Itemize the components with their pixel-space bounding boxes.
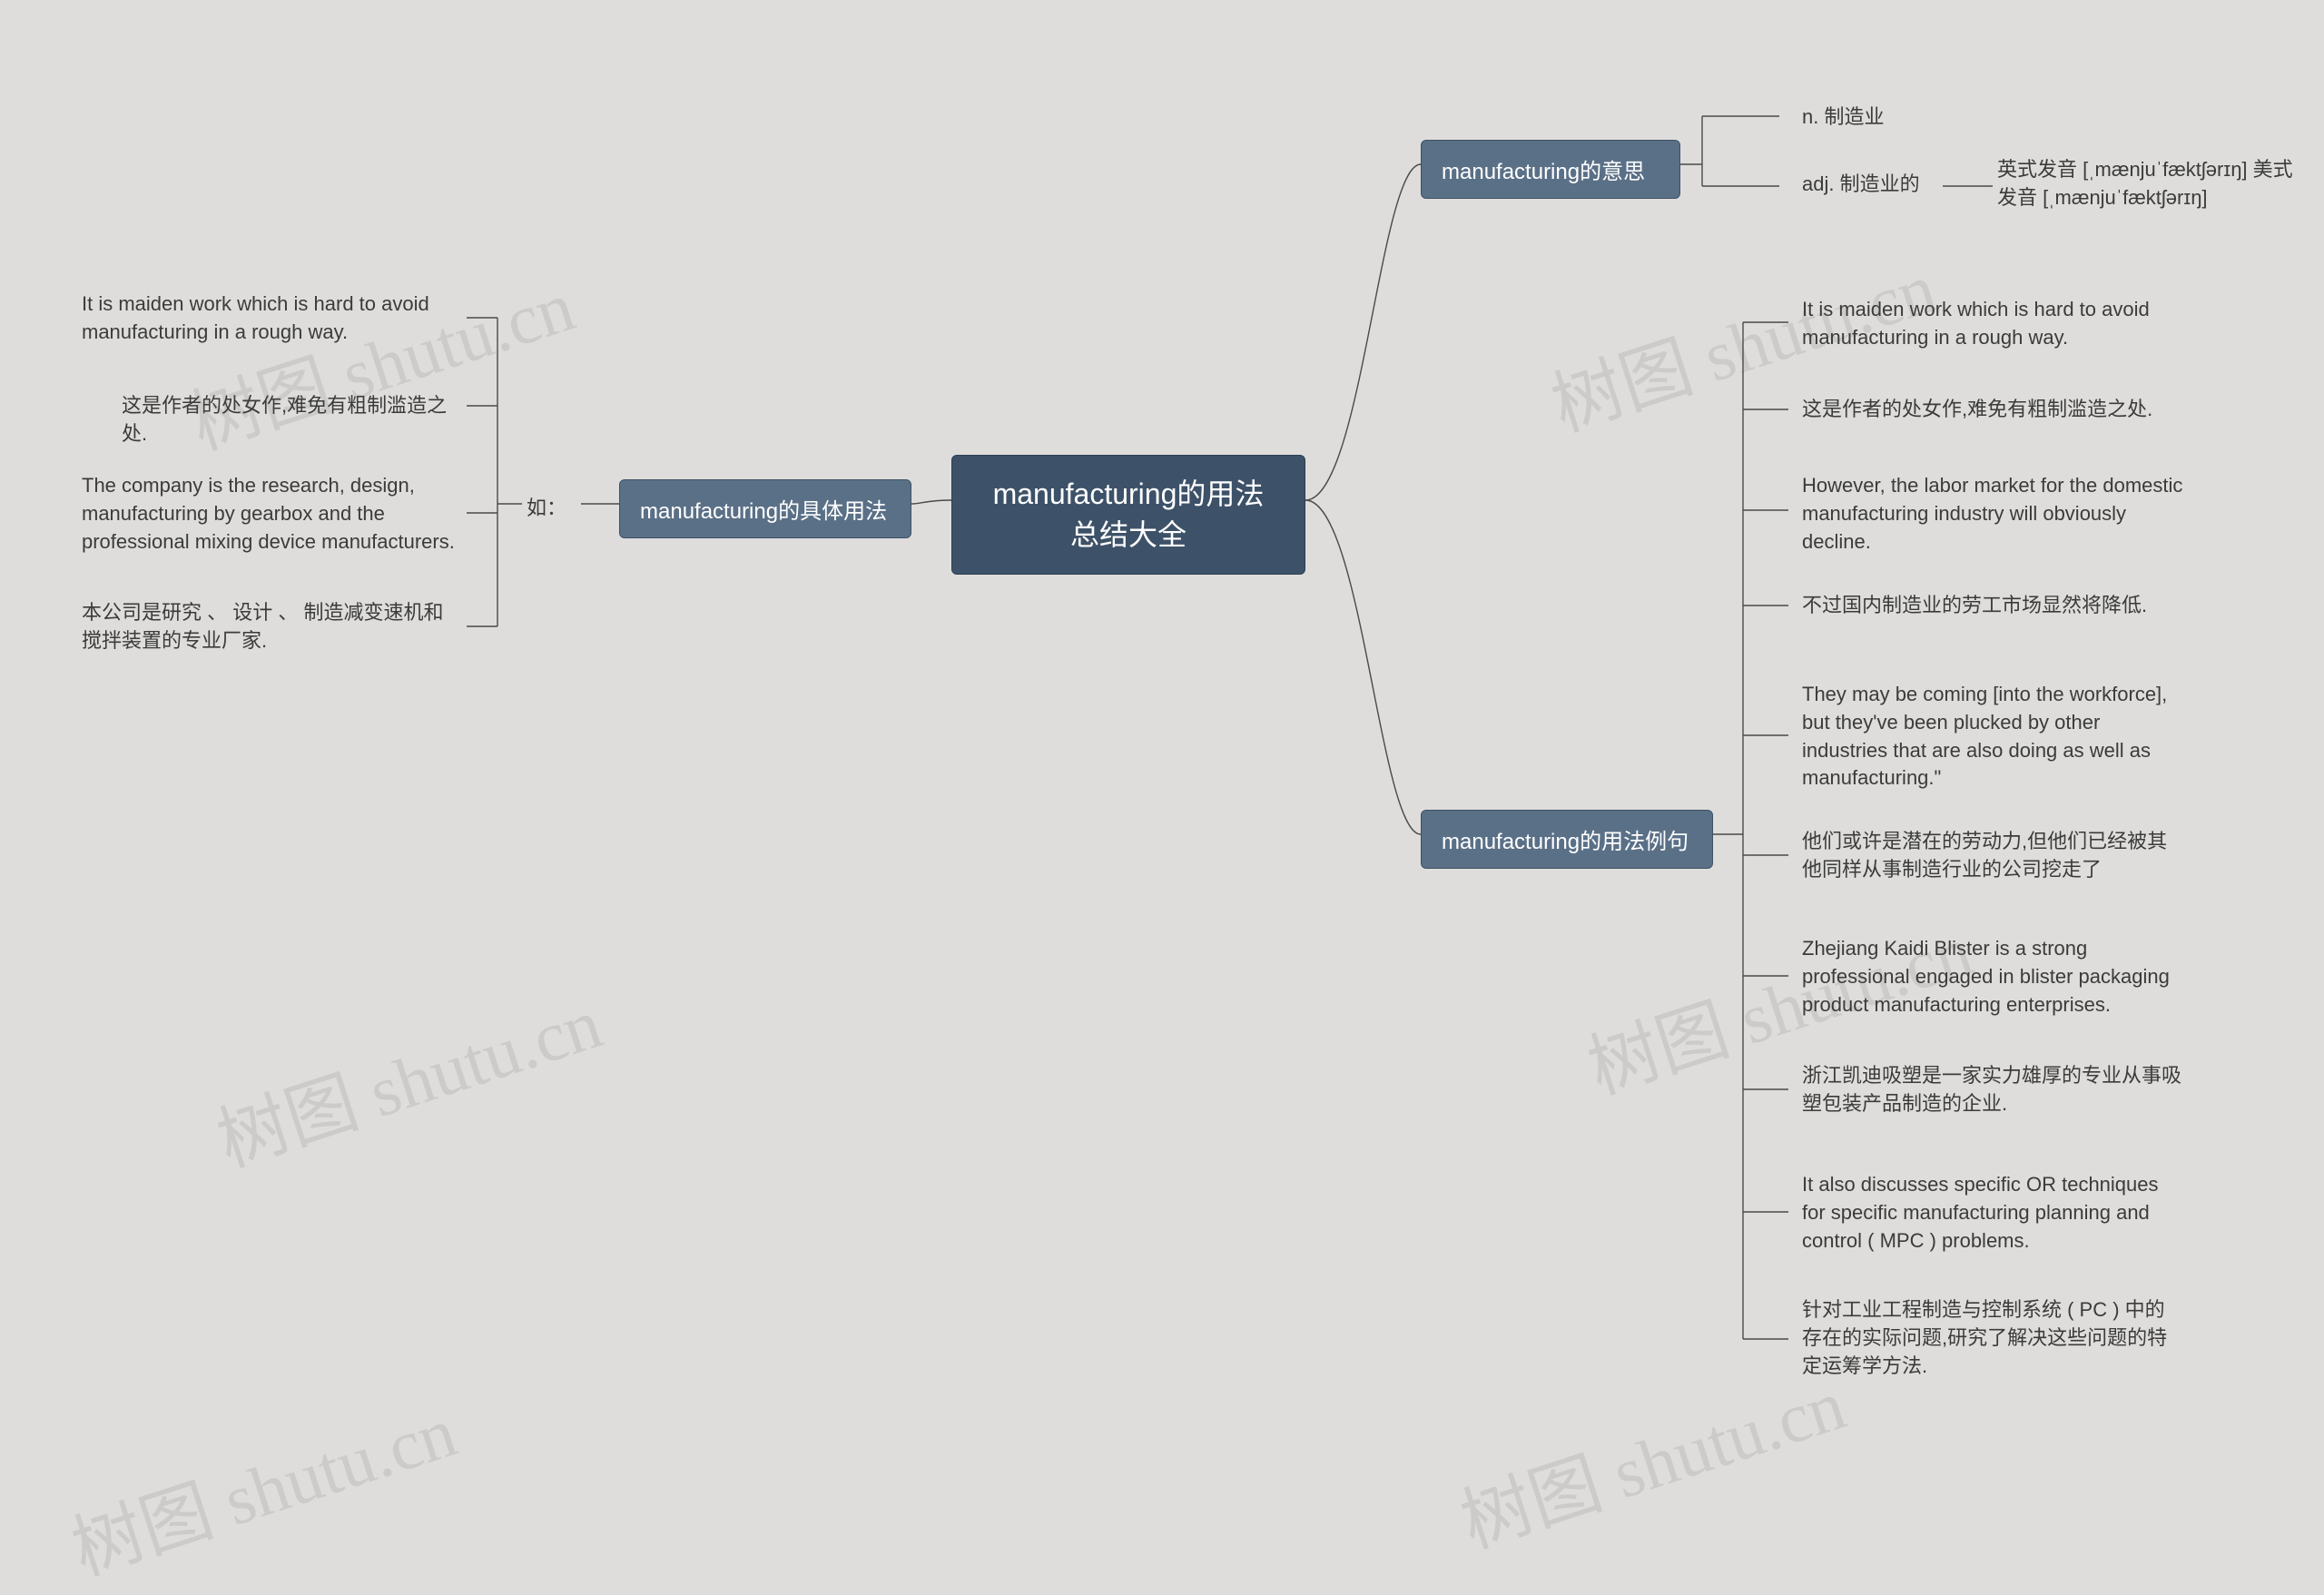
leaf-example-4: They may be coming [into the workforce],…	[1802, 681, 2183, 793]
leaf-usage-1: 这是作者的处女作,难免有粗制滥造之处.	[122, 392, 467, 448]
leaf-meaning-pron: 英式发音 [ˌmænjuˈfæktʃərɪŋ] 美式发音 [ˌmænjuˈfæk…	[1997, 156, 2310, 212]
leaf-usage-3: 本公司是研究 、 设计 、 制造减变速机和搅拌装置的专业厂家.	[82, 599, 463, 655]
branch-meaning[interactable]: manufacturing的意思	[1421, 140, 1680, 199]
watermark: 树图 shutu.cn	[57, 1375, 467, 1595]
leaf-example-5: 他们或许是潜在的劳动力,但他们已经被其他同样从事制造行业的公司挖走了	[1802, 828, 2183, 884]
leaf-example-7: 浙江凯迪吸塑是一家实力雄厚的专业从事吸塑包装产品制造的企业.	[1802, 1062, 2183, 1118]
watermark: 树图 shutu.cn	[202, 967, 612, 1186]
leaf-usage-0: It is maiden work which is hard to avoid…	[82, 290, 463, 347]
leaf-example-9: 针对工业工程制造与控制系统 ( PC ) 中的存在的实际问题,研究了解决这些问题…	[1802, 1296, 2183, 1380]
branch-usage[interactable]: manufacturing的具体用法	[619, 479, 911, 538]
root-node[interactable]: manufacturing的用法总结大全	[951, 455, 1305, 575]
leaf-via: 如：	[527, 495, 581, 523]
branch-examples[interactable]: manufacturing的用法例句	[1421, 810, 1713, 869]
watermark: 树图 shutu.cn	[1446, 1348, 1856, 1568]
leaf-usage-2: The company is the research, design, man…	[82, 472, 463, 556]
leaf-example-1: 这是作者的处女作,难免有粗制滥造之处.	[1802, 396, 2183, 424]
leaf-example-3: 不过国内制造业的劳工市场显然将降低.	[1802, 592, 2183, 620]
leaf-example-8: It also discusses specific OR techniques…	[1802, 1171, 2183, 1255]
leaf-example-0: It is maiden work which is hard to avoid…	[1802, 296, 2183, 352]
leaf-example-2: However, the labor market for the domest…	[1802, 472, 2183, 556]
leaf-meaning-adj: adj. 制造业的	[1802, 171, 1984, 199]
leaf-meaning-n: n. 制造业	[1802, 103, 1984, 132]
leaf-example-6: Zhejiang Kaidi Blister is a strong profe…	[1802, 935, 2183, 1019]
mind-map-canvas: manufacturing的用法总结大全 manufacturing的意思 ma…	[0, 0, 2324, 1474]
